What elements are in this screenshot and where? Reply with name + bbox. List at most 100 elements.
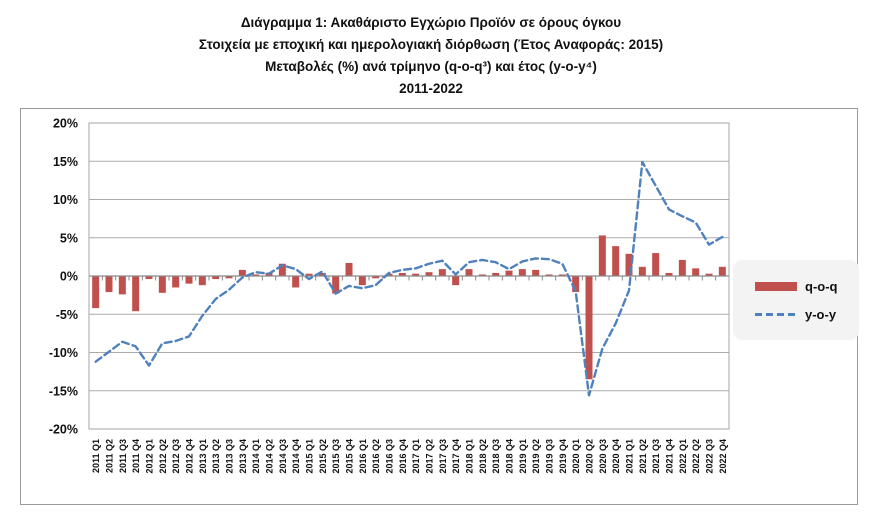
x-tick-label: 2022 Q4 — [718, 439, 728, 474]
x-tick-label: 2013 Q2 — [211, 439, 221, 474]
qoq-bar — [705, 273, 713, 276]
y-tick-label: 15% — [53, 155, 78, 169]
qoq-bar — [225, 276, 233, 279]
yoy-line — [94, 160, 724, 397]
qoq-bar — [145, 276, 153, 280]
y-tick-label: -10% — [49, 346, 78, 360]
qoq-bar — [718, 266, 726, 276]
chart-title-line-2: Στοιχεία με εποχική και ημερολογιακή διό… — [198, 37, 664, 52]
x-tick-label: 2022 Q3 — [705, 439, 715, 474]
legend-label-yoy: y-o-y — [805, 306, 837, 322]
x-tick-label: 2015 Q4 — [345, 439, 355, 474]
x-tick-label: 2011 Q4 — [131, 439, 141, 473]
qoq-bar — [612, 246, 620, 276]
qoq-bar — [292, 276, 300, 288]
qoq-bar — [318, 272, 326, 276]
x-tick-label: 2016 Q2 — [371, 439, 381, 474]
qoq-bar — [212, 276, 220, 280]
x-tick-label: 2020 Q4 — [611, 439, 621, 474]
y-tick-label: 10% — [53, 193, 78, 207]
qoq-bar — [478, 274, 486, 276]
x-tick-label: 2011 Q2 — [105, 439, 115, 473]
x-tick-label: 2017 Q1 — [411, 439, 421, 474]
qoq-bar — [198, 276, 206, 286]
chart-title-line-1: Διάγραμμα 1: Ακαθάριστο Εγχώριο Προϊόν σ… — [240, 15, 622, 30]
x-tick-label: 2012 Q4 — [185, 439, 195, 474]
x-tick-label: 2021 Q1 — [625, 439, 635, 474]
qoq-bar — [625, 253, 633, 276]
legend-item-qoq: q-o-q — [733, 279, 859, 294]
x-tick-label: 2020 Q3 — [598, 439, 608, 474]
x-tick-label: 2012 Q1 — [145, 439, 155, 474]
qoq-bar — [585, 276, 593, 380]
legend-item-yoy: y-o-y — [733, 307, 859, 322]
y-tick-label: 20% — [53, 117, 78, 131]
qoq-bar — [332, 276, 340, 294]
y-tick-label: -5% — [56, 308, 78, 322]
x-tick-label: 2021 Q4 — [665, 439, 675, 474]
chart-title-line-3: Μεταβολές (%) ανά τρίμηνο (q-o-q³) και έ… — [265, 59, 597, 74]
qoq-bar — [505, 270, 513, 276]
qoq-bar — [678, 259, 686, 276]
qoq-bar — [398, 272, 406, 276]
x-tick-label: 2012 Q3 — [171, 439, 181, 474]
qoq-bar — [185, 276, 193, 284]
x-tick-label: 2013 Q3 — [225, 439, 235, 474]
qoq-bar — [572, 276, 580, 293]
qoq-bar — [132, 276, 140, 312]
qoq-bar — [92, 276, 100, 309]
x-tick-label: 2019 Q2 — [531, 439, 541, 474]
x-tick-label: 2020 Q1 — [571, 439, 581, 474]
x-tick-label: 2021 Q2 — [638, 439, 648, 474]
x-tick-label: 2014 Q1 — [251, 439, 261, 474]
qoq-bar — [452, 276, 460, 286]
x-tick-label: 2013 Q1 — [198, 439, 208, 474]
legend-dash-swatch-icon — [755, 312, 797, 316]
qoq-bar — [518, 269, 526, 276]
qoq-bar — [345, 262, 353, 276]
y-tick-label: 0% — [60, 270, 78, 284]
x-tick-label: 2019 Q3 — [545, 439, 555, 474]
qoq-bar — [238, 269, 246, 276]
x-tick-label: 2011 Q3 — [118, 439, 128, 473]
qoq-bar — [558, 274, 566, 276]
qoq-bar — [492, 272, 500, 276]
x-tick-label: 2018 Q3 — [491, 439, 501, 474]
y-tick-label: 5% — [60, 231, 78, 245]
chart-title-block: Διάγραμμα 1: Ακαθάριστο Εγχώριο Προϊόν σ… — [0, 12, 862, 100]
chart-legend: q-o-q y-o-y — [733, 260, 859, 340]
qoq-bar — [438, 269, 446, 276]
x-tick-label: 2019 Q4 — [558, 439, 568, 474]
qoq-bar — [252, 274, 260, 276]
qoq-bar — [372, 276, 380, 279]
qoq-bar — [692, 268, 700, 276]
qoq-bar — [652, 253, 660, 276]
x-tick-label: 2014 Q4 — [291, 439, 301, 474]
qoq-bar — [425, 272, 433, 276]
plot-border — [88, 122, 730, 430]
x-tick-label: 2015 Q1 — [305, 439, 315, 474]
x-tick-label: 2017 Q2 — [425, 439, 435, 474]
qoq-bar — [638, 266, 646, 276]
x-tick-label: 2018 Q4 — [505, 439, 515, 474]
x-tick-label: 2016 Q3 — [385, 439, 395, 474]
qoq-bar — [158, 276, 166, 293]
qoq-bar — [665, 272, 673, 276]
x-tick-label: 2014 Q3 — [278, 439, 288, 474]
x-tick-label: 2022 Q1 — [678, 439, 688, 474]
x-tick-label: 2022 Q2 — [691, 439, 701, 474]
chart-title-line-4: 2011-2022 — [399, 81, 463, 96]
qoq-bar — [278, 263, 286, 276]
qoq-bar — [532, 269, 540, 276]
legend-label-qoq: q-o-q — [805, 278, 838, 294]
qoq-bar — [598, 235, 606, 276]
x-tick-label: 2013 Q4 — [238, 439, 248, 474]
qoq-bar — [358, 276, 366, 286]
x-tick-label: 2012 Q2 — [158, 439, 168, 474]
qoq-bar — [105, 276, 113, 293]
x-tick-label: 2015 Q3 — [331, 439, 341, 474]
x-tick-label: 2021 Q3 — [651, 439, 661, 474]
x-tick-label: 2016 Q4 — [398, 439, 408, 474]
y-tick-label: -15% — [49, 384, 78, 398]
chart-frame: 20% 15% 10% 5% 0% -5% -10% -15% -20% 2011 Q1 2011 … — [20, 108, 859, 505]
